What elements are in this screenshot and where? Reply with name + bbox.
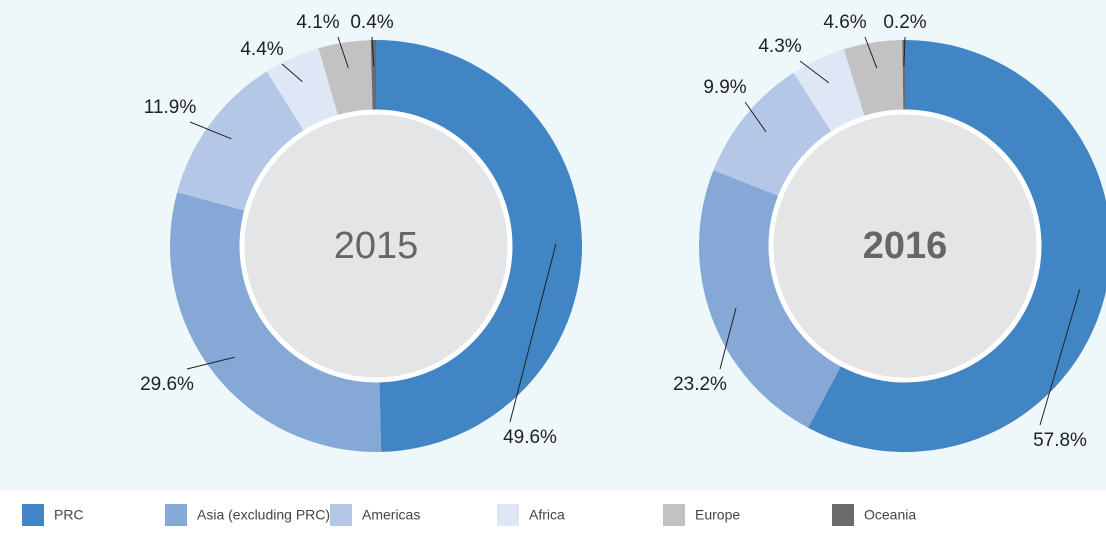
data-label: 11.9%	[144, 97, 197, 118]
data-label: 4.1%	[296, 12, 339, 33]
center-label: 2016	[863, 225, 948, 267]
donut-slice	[713, 72, 832, 196]
donut-slice	[376, 40, 582, 452]
leader-line	[864, 36, 878, 69]
leader-line	[371, 36, 375, 67]
data-label: 0.4%	[350, 12, 393, 33]
donut-slice	[699, 170, 841, 428]
legend-swatch	[330, 504, 352, 526]
data-label: 4.3%	[758, 36, 801, 57]
center-label: 2015	[334, 225, 419, 267]
center-circle	[239, 109, 513, 383]
legend-swatch	[832, 504, 854, 526]
leader-line	[189, 121, 232, 140]
legend-label: PRC	[54, 507, 84, 523]
legend-swatch	[22, 504, 44, 526]
data-label: 9.9%	[703, 77, 746, 98]
data-label: 4.6%	[823, 12, 866, 33]
donut-slice	[843, 40, 904, 117]
donut-slice	[370, 40, 376, 111]
leader-line	[337, 36, 349, 69]
leader-line	[509, 243, 557, 423]
legend-label: Europe	[695, 507, 740, 523]
leader-line	[799, 60, 830, 84]
data-label: 0.2%	[883, 12, 926, 33]
leader-line	[186, 356, 235, 370]
leader-line	[281, 63, 303, 83]
legend-swatch	[165, 504, 187, 526]
legend-swatch	[663, 504, 685, 526]
legend-label: Americas	[362, 507, 420, 523]
donut-slice	[266, 48, 339, 131]
data-label: 57.8%	[1033, 430, 1087, 451]
data-label: 23.2%	[673, 374, 727, 395]
legend-label: Asia (excluding PRC)	[197, 507, 330, 523]
leader-line	[1039, 289, 1081, 426]
leader-line	[744, 101, 767, 132]
legend-swatch	[497, 504, 519, 526]
donut-slice	[318, 40, 373, 116]
donut-slice	[170, 192, 382, 452]
legend-label: Africa	[529, 507, 565, 523]
donut-slice	[808, 40, 1106, 452]
data-label: 4.4%	[240, 39, 283, 60]
leader-line	[719, 307, 737, 370]
legend-label: Oceania	[864, 507, 916, 523]
data-label: 49.6%	[503, 427, 557, 448]
center-circle	[768, 109, 1042, 383]
data-label: 29.6%	[140, 374, 194, 395]
leader-line	[903, 36, 906, 67]
donut-slice	[177, 71, 304, 211]
